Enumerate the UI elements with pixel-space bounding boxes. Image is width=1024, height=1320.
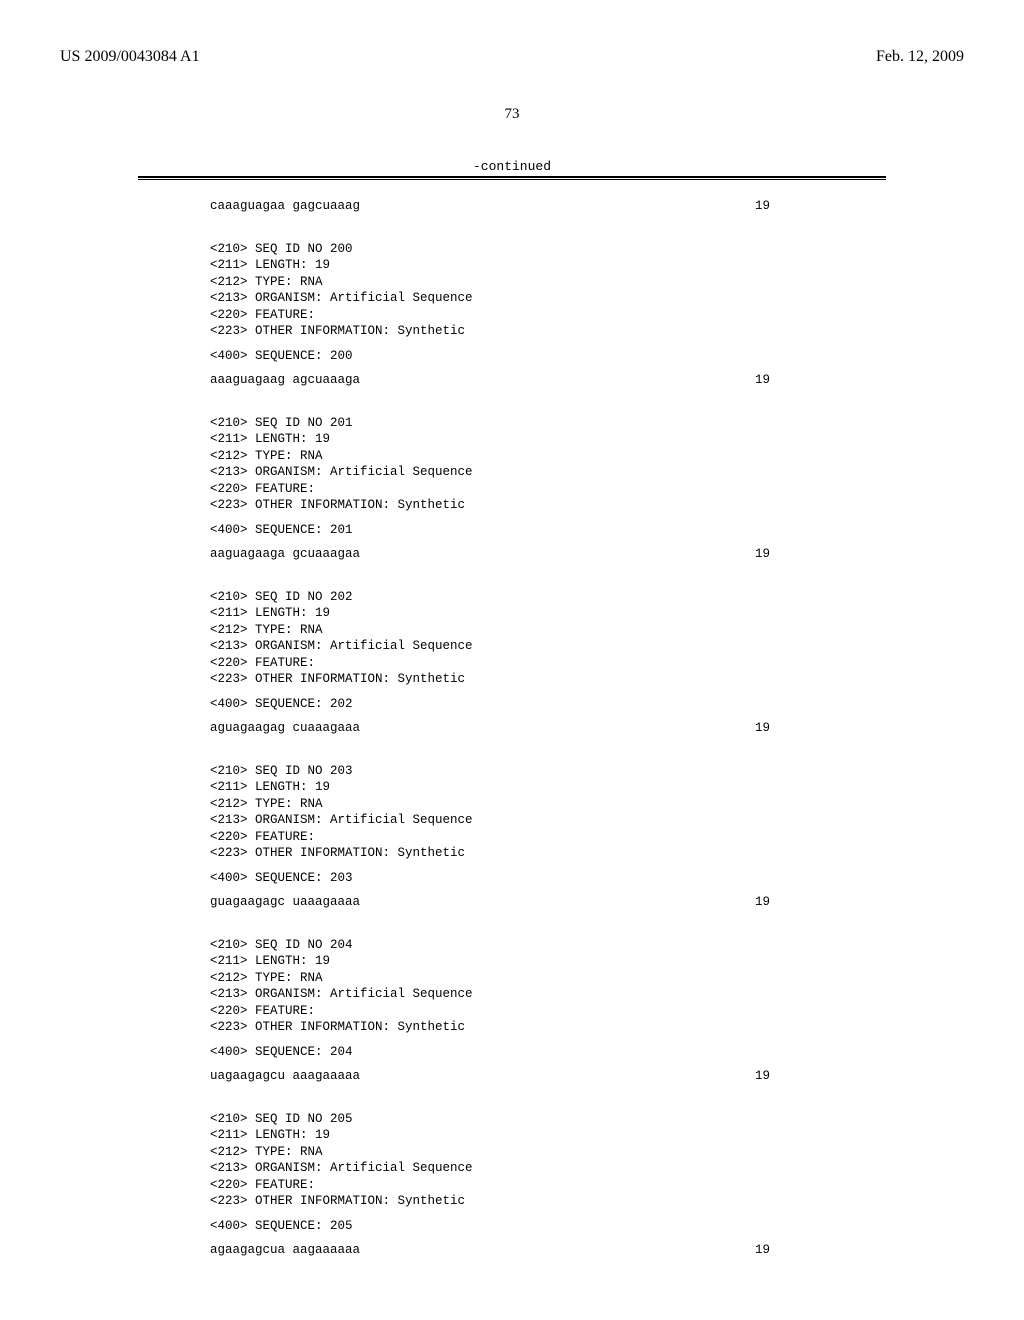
- listing-line: <213> ORGANISM: Artificial Sequence: [210, 464, 964, 481]
- listing-line: <212> TYPE: RNA: [210, 274, 964, 291]
- listing-line: <220> FEATURE:: [210, 829, 964, 846]
- gap: [210, 563, 964, 581]
- listing-line: <213> ORGANISM: Artificial Sequence: [210, 638, 964, 655]
- gap: [210, 538, 964, 546]
- listing-line: <210> SEQ ID NO 202: [210, 589, 964, 606]
- sequence-row: agaagagcua aagaaaaaa 19: [210, 1242, 770, 1259]
- page-container: US 2009/0043084 A1 Feb. 12, 2009 73 -con…: [0, 0, 1024, 1320]
- sequence-length: 19: [755, 720, 770, 737]
- sequence-text: aaaguagaag agcuaaaga: [210, 372, 360, 389]
- listing-line: <212> TYPE: RNA: [210, 1144, 964, 1161]
- sequence-length: 19: [755, 198, 770, 215]
- listing-line: <212> TYPE: RNA: [210, 970, 964, 987]
- sequence-text: uagaagagcu aaagaaaaa: [210, 1068, 360, 1085]
- sequence-text: guagaagagc uaaagaaaa: [210, 894, 360, 911]
- listing-line: <211> LENGTH: 19: [210, 431, 964, 448]
- listing-line: <211> LENGTH: 19: [210, 779, 964, 796]
- gap: [210, 1085, 964, 1103]
- listing-line: <212> TYPE: RNA: [210, 622, 964, 639]
- continued-label: -continued: [60, 159, 964, 174]
- sequence-listing: caaaguagaa gagcuaaag 19 <210> SEQ ID NO 20…: [210, 198, 964, 1259]
- listing-line: <223> OTHER INFORMATION: Synthetic: [210, 671, 964, 688]
- listing-line: <400> SEQUENCE: 202: [210, 696, 964, 713]
- listing-line: <213> ORGANISM: Artificial Sequence: [210, 812, 964, 829]
- listing-line: <211> LENGTH: 19: [210, 953, 964, 970]
- sequence-text: aaguagaaga gcuaaagaa: [210, 546, 360, 563]
- listing-line: <210> SEQ ID NO 203: [210, 763, 964, 780]
- listing-line: <223> OTHER INFORMATION: Synthetic: [210, 323, 964, 340]
- listing-line: <220> FEATURE:: [210, 481, 964, 498]
- listing-line: <211> LENGTH: 19: [210, 257, 964, 274]
- listing-line: <400> SEQUENCE: 201: [210, 522, 964, 539]
- listing-line: <212> TYPE: RNA: [210, 796, 964, 813]
- listing-line: <211> LENGTH: 19: [210, 1127, 964, 1144]
- sequence-text: aguagaagag cuaaagaaa: [210, 720, 360, 737]
- gap: [210, 389, 964, 407]
- listing-line: <400> SEQUENCE: 200: [210, 348, 964, 365]
- page-number: 73: [60, 106, 964, 123]
- listing-line: <210> SEQ ID NO 205: [210, 1111, 964, 1128]
- gap: [210, 514, 964, 522]
- sequence-row: guagaagagc uaaagaaaa 19: [210, 894, 770, 911]
- sequence-row: aaguagaaga gcuaaagaa 19: [210, 546, 770, 563]
- sequence-length: 19: [755, 1068, 770, 1085]
- listing-line: <213> ORGANISM: Artificial Sequence: [210, 1160, 964, 1177]
- listing-line: <223> OTHER INFORMATION: Synthetic: [210, 1019, 964, 1036]
- listing-line: <210> SEQ ID NO 204: [210, 937, 964, 954]
- listing-line: <220> FEATURE:: [210, 1003, 964, 1020]
- listing-line: <212> TYPE: RNA: [210, 448, 964, 465]
- gap: [210, 737, 964, 755]
- gap: [210, 340, 964, 348]
- listing-line: <220> FEATURE:: [210, 307, 964, 324]
- listing-line: <400> SEQUENCE: 203: [210, 870, 964, 887]
- gap: [210, 886, 964, 894]
- header-publication-number: US 2009/0043084 A1: [60, 48, 200, 66]
- gap: [210, 1234, 964, 1242]
- sequence-text: caaaguagaa gagcuaaag: [210, 198, 360, 215]
- sequence-length: 19: [755, 546, 770, 563]
- gap: [210, 929, 964, 937]
- sequence-row: aguagaagag cuaaagaaa 19: [210, 720, 770, 737]
- listing-line: <210> SEQ ID NO 201: [210, 415, 964, 432]
- sequence-length: 19: [755, 372, 770, 389]
- gap: [210, 581, 964, 589]
- gap: [210, 688, 964, 696]
- gap: [210, 1036, 964, 1044]
- sequence-length: 19: [755, 894, 770, 911]
- sequence-row: caaaguagaa gagcuaaag 19: [210, 198, 770, 215]
- gap: [210, 712, 964, 720]
- gap: [210, 1060, 964, 1068]
- gap: [210, 215, 964, 233]
- listing-line: <213> ORGANISM: Artificial Sequence: [210, 986, 964, 1003]
- header-date: Feb. 12, 2009: [876, 48, 964, 66]
- listing-line: <220> FEATURE:: [210, 1177, 964, 1194]
- sequence-row: aaaguagaag agcuaaaga 19: [210, 372, 770, 389]
- listing-line: <223> OTHER INFORMATION: Synthetic: [210, 1193, 964, 1210]
- rule-top: [138, 176, 886, 178]
- sequence-row: uagaagagcu aaagaaaaa 19: [210, 1068, 770, 1085]
- gap: [210, 755, 964, 763]
- listing-line: <223> OTHER INFORMATION: Synthetic: [210, 497, 964, 514]
- gap: [210, 1210, 964, 1218]
- listing-line: <400> SEQUENCE: 205: [210, 1218, 964, 1235]
- listing-line: <210> SEQ ID NO 200: [210, 241, 964, 258]
- gap: [210, 1103, 964, 1111]
- listing-line: <220> FEATURE:: [210, 655, 964, 672]
- listing-line: <213> ORGANISM: Artificial Sequence: [210, 290, 964, 307]
- rule-thin: [138, 179, 886, 180]
- listing-line: <223> OTHER INFORMATION: Synthetic: [210, 845, 964, 862]
- gap: [210, 233, 964, 241]
- sequence-text: agaagagcua aagaaaaaa: [210, 1242, 360, 1259]
- gap: [210, 407, 964, 415]
- gap: [210, 911, 964, 929]
- listing-line: <400> SEQUENCE: 204: [210, 1044, 964, 1061]
- gap: [210, 862, 964, 870]
- sequence-length: 19: [755, 1242, 770, 1259]
- listing-line: <211> LENGTH: 19: [210, 605, 964, 622]
- gap: [210, 364, 964, 372]
